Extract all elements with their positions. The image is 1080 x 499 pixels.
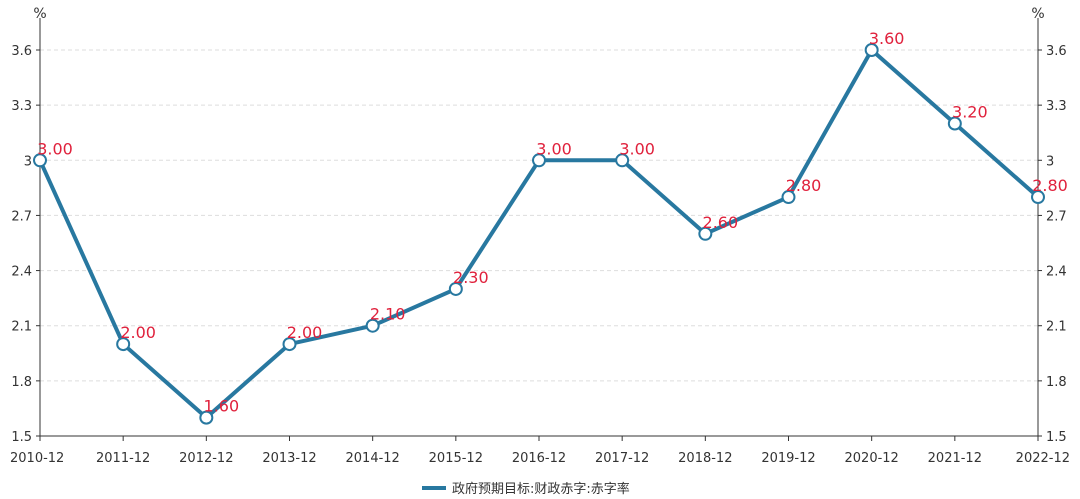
y-axis-right-tick-label: 1.8: [1046, 375, 1067, 390]
x-axis-tick-label: 2010-12: [10, 451, 64, 466]
y-axis-right-tick-label: 3.3: [1046, 99, 1067, 114]
x-axis-tick-label: 2017-12: [595, 451, 649, 466]
y-axis-right-tick-label: 2.4: [1046, 265, 1067, 280]
data-point: [781, 190, 796, 205]
y-axis-right-tick-label: 2.7: [1046, 209, 1067, 224]
y-axis-left-tick-label: 1.8: [11, 375, 32, 390]
x-axis-tick-label: 2016-12: [512, 451, 566, 466]
data-label: 2.10: [370, 305, 406, 324]
y-axis-left-tick-label: 1.5: [11, 430, 32, 445]
data-labels: 3.00 2.00 1.60 2.00 2.10 2.30 3.00 3.00 2.60 2.80…: [37, 29, 1068, 416]
data-markers: [33, 43, 1045, 425]
data-label: 2.00: [120, 323, 156, 342]
data-point: [947, 116, 962, 131]
data-point: [33, 153, 47, 168]
data-label: 3.60: [869, 29, 905, 48]
y-axis-right-unit: %: [1031, 6, 1044, 22]
y-axis-right-tick-label: 3: [1046, 154, 1054, 169]
data-point: [864, 43, 879, 57]
data-point: [199, 410, 214, 425]
y-axis-left-tick-label: 2.1: [11, 320, 32, 335]
data-point: [282, 337, 297, 352]
y-axis-right-tick-label: 2.1: [1046, 320, 1067, 335]
data-point: [116, 337, 131, 352]
data-point: [532, 153, 546, 168]
x-axis-tick-label: 2011-12: [96, 451, 150, 466]
y-axis-left-tick-label: 2.4: [11, 265, 32, 280]
axes: % %1.51.82.12.42.733.33.61.51.82.12.42.73…: [10, 6, 1070, 466]
data-label: 2.80: [1032, 176, 1068, 195]
y-axis-left-tick-label: 3.3: [11, 99, 32, 114]
y-axis-left-unit: %: [33, 6, 46, 22]
data-label: 2.00: [287, 323, 323, 342]
legend[interactable]: 政府预期目标:财政赤字:赤字率: [422, 481, 630, 497]
data-label: 3.20: [952, 103, 988, 122]
data-label: 2.60: [703, 213, 739, 232]
data-point: [448, 281, 463, 296]
data-label: 3.00: [619, 139, 655, 158]
x-axis-tick-label: 2012-12: [179, 451, 233, 466]
y-axis-right-tick-label: 3.6: [1046, 44, 1067, 59]
x-axis-tick-label: 2022-12: [1016, 451, 1070, 466]
data-label: 3.00: [536, 139, 572, 158]
data-label: 2.30: [453, 268, 489, 287]
y-axis-left-tick-label: 3.6: [11, 44, 32, 59]
x-axis-tick-label: 2018-12: [678, 451, 732, 466]
legend-label: 政府预期目标:财政赤字:赤字率: [452, 481, 630, 497]
x-axis-tick-label: 2020-12: [845, 451, 899, 466]
data-label: 1.60: [204, 397, 240, 416]
data-point: [1031, 190, 1045, 205]
y-axis-left-tick-label: 3: [24, 154, 32, 169]
data-label: 3.00: [37, 139, 73, 158]
x-axis-tick-label: 2021-12: [928, 451, 982, 466]
y-axis-right-tick-label: 1.5: [1046, 430, 1067, 445]
data-label: 2.80: [786, 176, 822, 195]
grid-lines: [40, 49, 1038, 382]
data-point: [698, 226, 713, 241]
x-axis-tick-label: 2014-12: [346, 451, 400, 466]
x-axis-tick-label: 2019-12: [761, 451, 815, 466]
x-axis-tick-label: 2015-12: [429, 451, 483, 466]
data-point: [615, 153, 630, 168]
data-point: [365, 318, 380, 333]
y-axis-left-tick-label: 2.7: [11, 209, 32, 224]
x-axis-tick-label: 2013-12: [262, 451, 316, 466]
